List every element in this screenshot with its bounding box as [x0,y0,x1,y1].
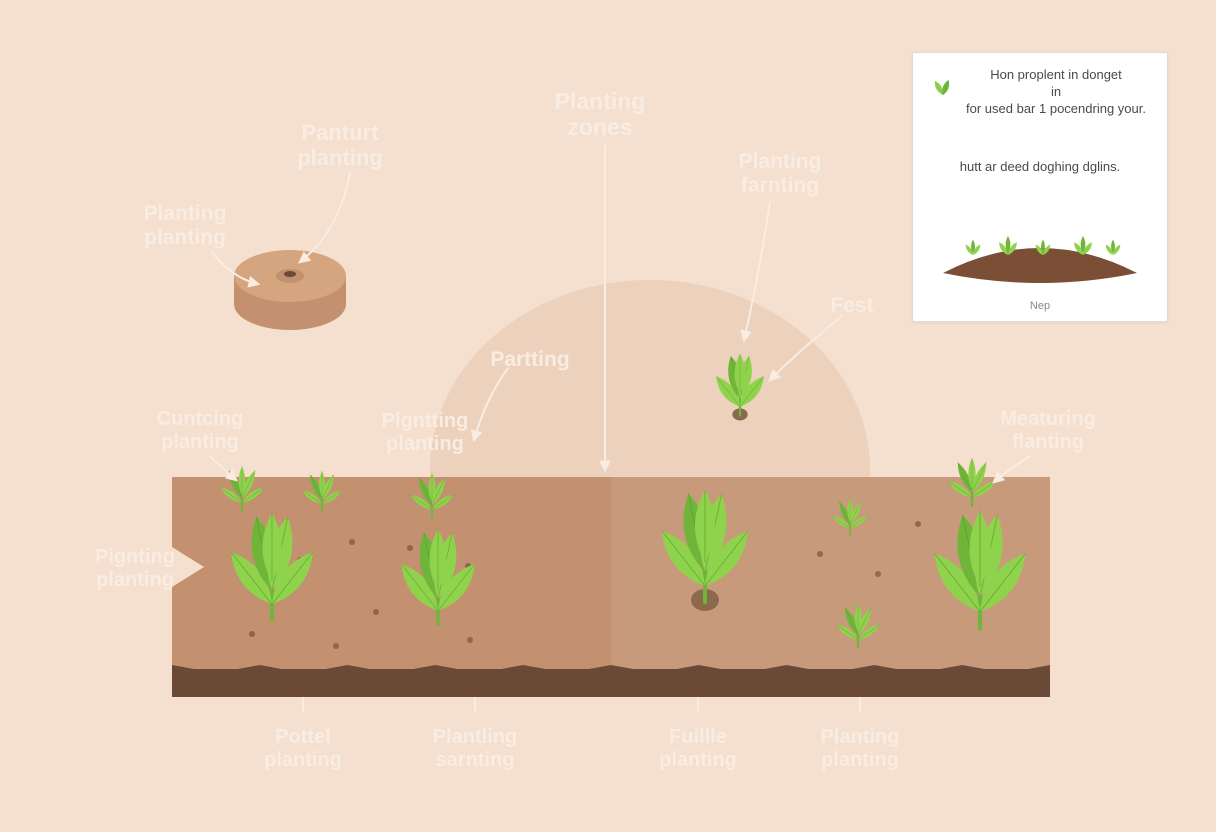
plant-icon [880,448,1080,648]
infocard-illustration [913,193,1167,303]
infocard-line1: Hon proplent in donget in for used bar 1… [913,67,1167,118]
info-card: Hon proplent in donget in for used bar 1… [912,52,1168,322]
infocard-line2: hutt ar deed doghing dglins. [913,159,1167,176]
plant-icon [640,240,840,440]
seed-pellet-icon [190,230,390,350]
infocard-caption: Nep [913,299,1167,313]
plant-icon [338,446,538,646]
